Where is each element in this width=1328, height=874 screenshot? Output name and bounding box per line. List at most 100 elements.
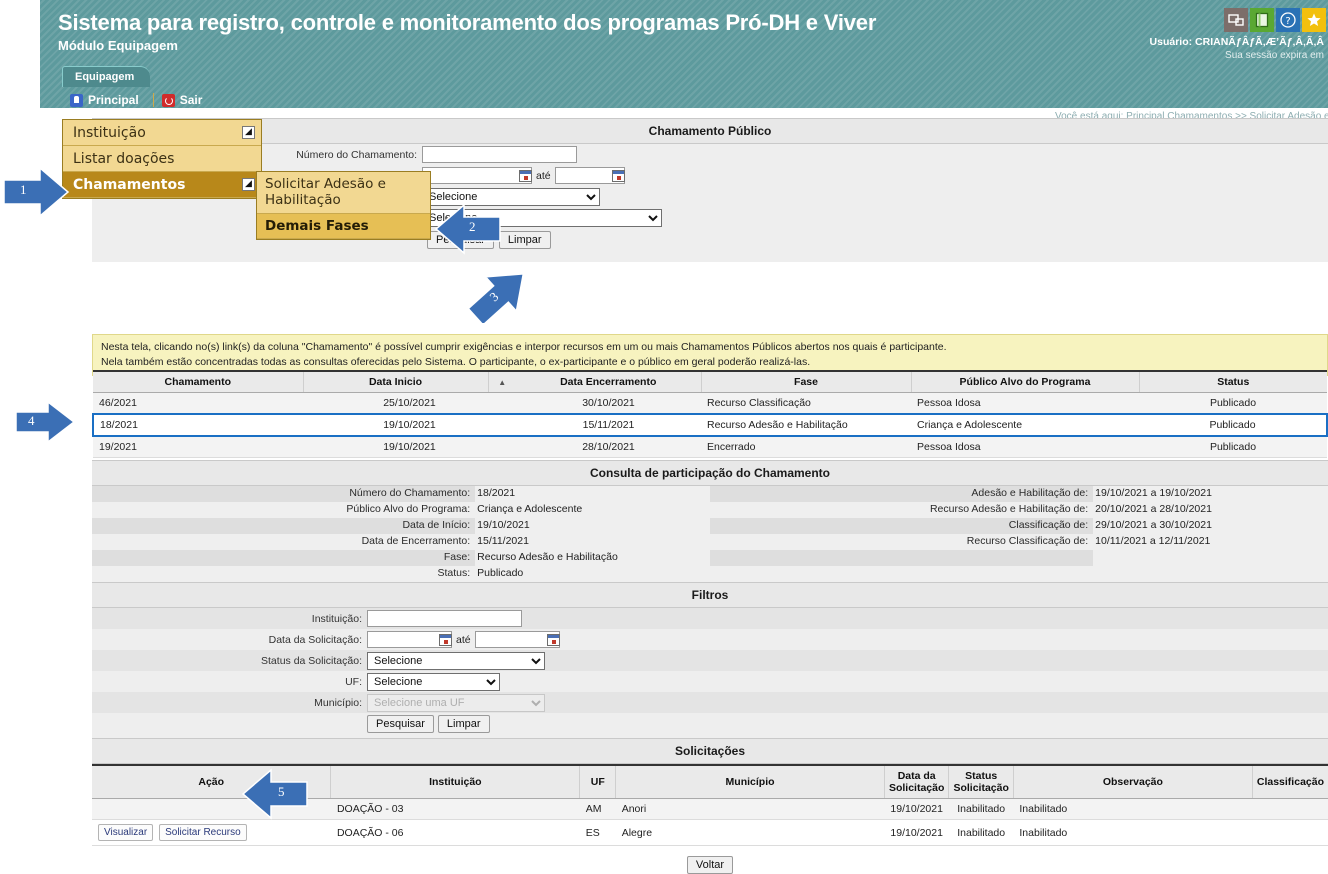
uf-select[interactable]: Selecione (367, 672, 500, 691)
filtros-pesquisar-button[interactable]: Pesquisar (367, 714, 434, 733)
col-fase[interactable]: Fase (701, 370, 912, 393)
filtros-limpar-button[interactable]: Limpar (437, 714, 490, 733)
cell-publico: Criança e Adolescente (911, 413, 1139, 437)
results-table-header-row: Chamamento Data Inicio ▲ Data Encerramen… (93, 370, 1327, 393)
detail-label: Número do Chamamento: (349, 487, 471, 499)
main-content: Chamamento Público Número do Chamamento:… (92, 118, 1328, 262)
menu-level1: Instituição ◢ Listar doações Chamamentos… (62, 119, 262, 199)
voltar-button[interactable]: Voltar (686, 856, 734, 874)
detail-row: Número do Chamamento: 18/2021 (92, 486, 710, 502)
solicitar-recurso-button[interactable]: Solicitar Recurso (159, 824, 247, 841)
detail-row: Adesão e Habilitação de: 19/10/2021 a 19/… (710, 486, 1328, 502)
menu-item-label: Listar doações (73, 150, 175, 167)
col-data-inicio[interactable]: Data Inicio (303, 370, 489, 393)
menu-item-solicitar-adesao-habilitacao[interactable]: Solicitar Adesão e Habilitação (257, 172, 430, 214)
detail-value: 19/10/2021 (475, 518, 710, 534)
data-solicitacao-to-input[interactable] (474, 631, 560, 648)
menu-item-label: Chamamentos (73, 176, 186, 193)
data-solicitacao-from-input[interactable] (367, 631, 452, 648)
cell-acao: Visualizar Solicitar Recurso (92, 819, 331, 846)
limpar-button[interactable]: Limpar (498, 231, 551, 249)
cell-status: Publicado (1139, 436, 1327, 458)
table-row[interactable]: 46/2021 25/10/2021 30/10/2021 Recurso Cl… (93, 392, 1327, 415)
status-solicitacao-select[interactable]: Selecione (367, 651, 545, 670)
annotation-arrow-4: 4 (14, 400, 76, 444)
breadcrumb: Você está aqui: Principal Chamamentos >>… (1055, 111, 1328, 122)
col-chamamento[interactable]: Chamamento (93, 370, 304, 393)
field-row-uf: UF: Selecione (92, 671, 1328, 692)
search-panel-title: Chamamento Público (92, 118, 1328, 144)
detail-row: Status: Publicado (92, 566, 710, 582)
filtros-buttons-row: Pesquisar Limpar (92, 713, 1328, 734)
book-icon[interactable] (1250, 8, 1274, 32)
cell-observacao: Inabilitado (1013, 819, 1253, 846)
detail-label: Recurso Adesão e Habilitação de: (929, 503, 1089, 515)
label-municipio: Município: (314, 696, 362, 709)
footer-actions: Voltar (92, 846, 1328, 874)
municipio-select[interactable]: Selecione uma UF (367, 693, 545, 712)
detail-label: Data de Início: (402, 519, 471, 531)
col-data-encerramento[interactable]: Data Encerramento (516, 370, 702, 393)
visualizar-button[interactable]: Visualizar (98, 824, 154, 841)
menu-item-instituicao[interactable]: Instituição ◢ (63, 120, 261, 146)
info-box-line1: Nesta tela, clicando no(s) link(s) da co… (101, 341, 947, 353)
menubar-label-sair: Sair (179, 93, 203, 107)
help-icon[interactable]: ? (1276, 8, 1300, 32)
tab-equipagem[interactable]: Equipagem (62, 66, 151, 87)
table-row[interactable]: 19/2021 19/10/2021 28/10/2021 Encerrado … (93, 436, 1327, 458)
menu-item-demais-fases[interactable]: Demais Fases (257, 213, 430, 240)
shield-icon (70, 93, 83, 107)
detail-value: Criança e Adolescente (475, 502, 710, 518)
cell-municipio: Alegre (615, 819, 885, 846)
menu-item-listar-doacoes[interactable]: Listar doações (63, 146, 261, 172)
table-row[interactable]: 18/2021 19/10/2021 15/11/2021 Recurso Ad… (92, 413, 1328, 437)
label-instituicao: Instituição: (311, 612, 362, 625)
menubar-item-sair[interactable]: Sair (154, 90, 217, 110)
calendar-icon[interactable] (611, 169, 625, 182)
detail-label: Adesão e Habilitação de: (971, 487, 1089, 499)
col-publico-alvo[interactable]: Público Alvo do Programa (911, 370, 1140, 393)
field-row-data-solicitacao: Data da Solicitação: até (92, 629, 1328, 650)
calendar-icon[interactable] (519, 169, 532, 182)
calendar-icon[interactable] (546, 633, 560, 646)
detail-row: Data de Encerramento: 15/11/2021 (92, 534, 710, 550)
col-status[interactable]: Status (1139, 370, 1327, 393)
logout-icon (161, 93, 175, 107)
screens-icon[interactable] (1224, 8, 1248, 32)
cell-fase: Encerrado (701, 436, 911, 458)
label-data-solicitacao: Data da Solicitação: (268, 633, 362, 646)
cell-status-solicitacao: Inabilitado (948, 798, 1014, 820)
ate-label-2: até (456, 633, 471, 646)
menubar-item-principal[interactable]: Principal (62, 90, 153, 110)
detail-value: 20/10/2021 a 28/10/2021 (1093, 502, 1328, 518)
cell-chamamento[interactable]: 46/2021 (93, 392, 303, 415)
cell-observacao: Inabilitado (1013, 798, 1253, 820)
numero-chamamento-input[interactable] (422, 146, 577, 163)
cell-fase: Recurso Classificação (701, 392, 911, 415)
calendar-icon[interactable] (439, 633, 452, 646)
menubar: Principal Sair (62, 90, 1328, 110)
instituicao-input[interactable] (367, 610, 522, 627)
menu-item-label: Instituição (73, 124, 146, 141)
label-numero-chamamento: Número do Chamamento: (296, 148, 417, 161)
detail-label: Status: (437, 567, 471, 579)
field-row-status-solicitacao: Status da Solicitação: Selecione (92, 650, 1328, 671)
cell-instituicao: DOAÇÃO - 06 (330, 819, 580, 846)
menubar-label-principal: Principal (88, 93, 139, 107)
fase-chamamento-select[interactable]: Selecione (422, 187, 600, 206)
menu-item-chamamentos[interactable]: Chamamentos ◢ (63, 172, 261, 198)
star-icon[interactable] (1302, 8, 1326, 32)
data-encerramento-to-input[interactable] (554, 167, 625, 184)
cell-chamamento[interactable]: 19/2021 (93, 436, 303, 458)
cell-status-solicitacao: Inabilitado (948, 819, 1014, 846)
annotation-number-1: 1 (20, 182, 27, 197)
svg-text:?: ? (1285, 16, 1290, 27)
cell-chamamento[interactable]: 18/2021 (92, 413, 303, 437)
detail-value: 19/10/2021 a 19/10/2021 (1093, 486, 1328, 502)
detail-label: Público Alvo do Programa: (346, 503, 471, 515)
data-encerramento-from-input[interactable] (422, 167, 532, 184)
annotation-arrow-2: 2 (430, 203, 502, 255)
cell-municipio: Anori (615, 798, 885, 820)
consulta-panel-title: Consulta de participação do Chamamento (92, 460, 1328, 486)
detail-label: Data de Encerramento: (361, 535, 471, 547)
